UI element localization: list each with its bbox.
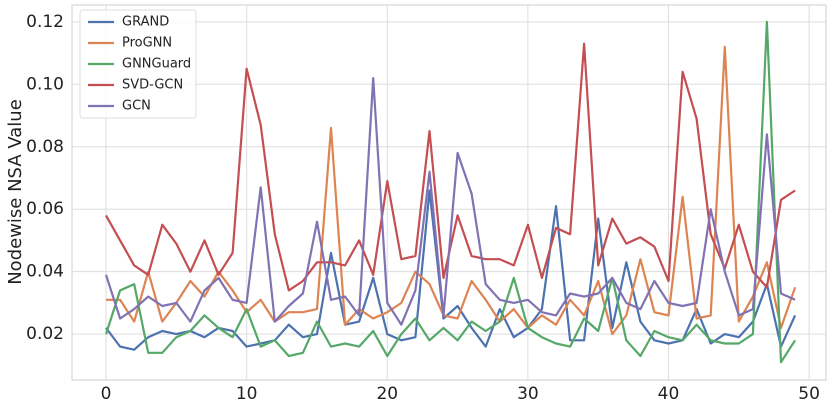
y-tick-label: 0.10 [26,74,64,94]
series-line [106,45,797,336]
y-tick-label: 0.02 [26,324,64,344]
x-tick-label: 30 [517,384,539,404]
y-tick-label: 0.04 [26,262,64,282]
y-tick-label: 0.06 [26,199,64,219]
series-line [104,20,797,364]
series-line [104,77,796,326]
y-axis-label: Nodewise NSA Value [5,99,26,285]
legend-box [79,9,197,119]
x-tick-label: 50 [798,384,820,404]
x-tick-label: 10 [236,384,258,404]
legend-label: GNNGuard [122,57,191,72]
y-tick-label: 0.08 [26,137,64,157]
legend-label: GCN [122,99,151,114]
y-tick-label: 0.12 [26,12,64,32]
legend-label: SVD-GCN [122,78,183,93]
x-tick-label: 40 [658,384,680,404]
x-tick-label: 20 [376,384,398,404]
legend-label: GRAND [122,15,169,30]
x-tick-label: 0 [101,384,112,404]
legend-label: ProGNN [122,36,172,51]
